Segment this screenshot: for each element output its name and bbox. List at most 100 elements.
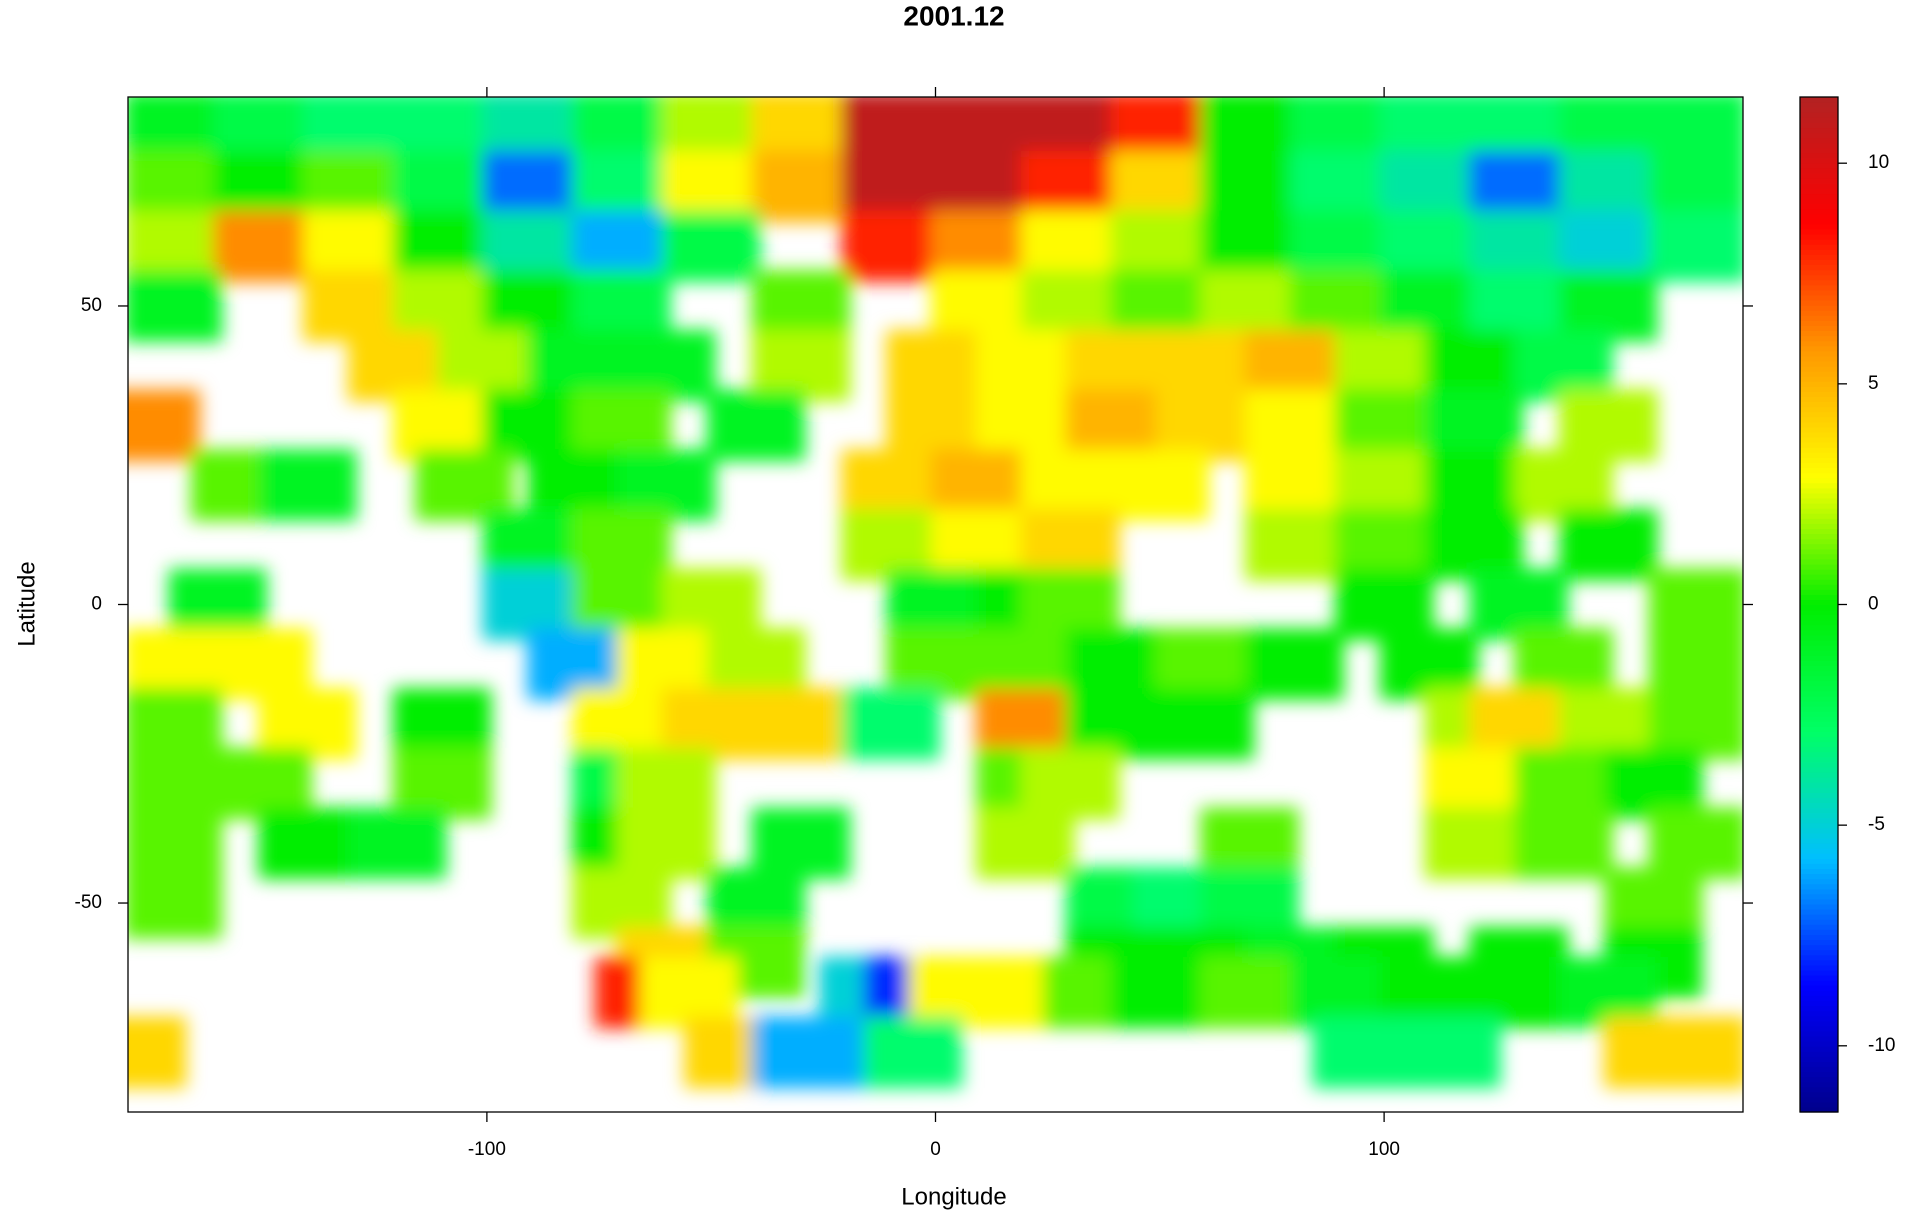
colorbar-step <box>1800 467 1838 474</box>
colorbar-step <box>1800 335 1838 342</box>
colorbar-step <box>1800 1025 1838 1032</box>
colorbar-step <box>1800 330 1838 337</box>
colorbar-step <box>1800 827 1838 834</box>
colorbar-step <box>1800 863 1838 869</box>
cell <box>863 1016 963 1089</box>
colorbar-step <box>1800 690 1838 697</box>
cell <box>128 628 223 701</box>
cell <box>128 1016 187 1089</box>
cell <box>616 628 716 701</box>
colorbar-step <box>1800 579 1838 585</box>
colorbar-step <box>1800 213 1838 220</box>
colorbar-step <box>1800 766 1838 773</box>
cell <box>841 210 940 283</box>
cell <box>975 628 1075 701</box>
colorbar-step <box>1800 924 1838 930</box>
colorbar-step <box>1800 964 1838 971</box>
colorbar-step <box>1800 122 1838 129</box>
colorbar-step <box>1800 995 1838 1001</box>
colorbar-step <box>1800 949 1838 956</box>
cell <box>886 628 985 701</box>
colorbar-step <box>1800 822 1838 829</box>
colorbar-step <box>1800 401 1838 408</box>
colorbar-step <box>1800 1066 1838 1072</box>
x-tick-label: 100 <box>1368 1139 1400 1160</box>
colorbar-step <box>1800 1020 1838 1027</box>
cell <box>953 956 1053 1029</box>
colorbar-step <box>1800 218 1838 225</box>
colorbar-step <box>1800 391 1838 398</box>
colorbar-step <box>1800 777 1838 783</box>
colorbar-step <box>1800 426 1838 433</box>
colorbar-step <box>1800 919 1838 925</box>
cell <box>258 449 357 521</box>
colorbar-step <box>1800 721 1838 727</box>
colorbar-step <box>1800 787 1838 793</box>
colorbar-step <box>1800 487 1838 494</box>
colorbar-step <box>1800 376 1838 382</box>
colorbar-step <box>1800 589 1838 595</box>
colorbar-step <box>1800 934 1838 941</box>
colorbar-tick-label: 10 <box>1868 152 1889 173</box>
cell <box>1155 628 1255 701</box>
colorbar-step <box>1800 797 1838 804</box>
colorbar-step <box>1800 675 1838 682</box>
colorbar-step <box>1800 513 1838 519</box>
colorbar-step <box>1800 903 1838 910</box>
colorbar-step <box>1800 700 1838 707</box>
colorbar-step <box>1800 655 1838 661</box>
colorbar-step <box>1800 112 1838 118</box>
cell <box>1245 508 1344 581</box>
colorbar-step <box>1800 132 1838 139</box>
cell <box>706 389 806 462</box>
colorbar-step <box>1800 437 1838 443</box>
colorbar-step <box>1800 198 1838 205</box>
colorbar-step <box>1800 1040 1838 1047</box>
colorbar-step <box>1800 771 1838 778</box>
colorbar-step <box>1800 548 1838 555</box>
colorbar-step <box>1800 228 1838 235</box>
colorbar-step <box>1800 168 1838 174</box>
colorbar-step <box>1800 959 1838 966</box>
colorbar-step <box>1800 1035 1838 1042</box>
colorbar-step <box>1800 1061 1838 1067</box>
colorbar-step <box>1800 670 1838 677</box>
colorbar-step <box>1800 640 1838 646</box>
cell <box>1424 807 1524 880</box>
colorbar-tick-label: 5 <box>1868 373 1879 394</box>
colorbar-step <box>1800 929 1838 935</box>
colorbar-step <box>1800 381 1838 387</box>
colorbar-step <box>1800 360 1838 367</box>
colorbar-step <box>1800 320 1838 326</box>
colorbar-step <box>1800 1015 1838 1022</box>
cell <box>1110 449 1210 521</box>
colorbar-step <box>1800 594 1838 601</box>
cell <box>128 867 223 939</box>
colorbar-step <box>1800 1091 1838 1098</box>
colorbar-step <box>1800 300 1838 306</box>
colorbar-step <box>1800 157 1838 164</box>
colorbar-step <box>1800 416 1838 423</box>
cell <box>128 270 223 342</box>
colorbar-step <box>1800 152 1838 159</box>
colorbar-step <box>1800 914 1838 920</box>
colorbar-step <box>1800 883 1838 890</box>
y-tick-label: -50 <box>75 892 102 913</box>
colorbar-step <box>1800 731 1838 738</box>
cell <box>661 210 761 283</box>
y-tick-label: 0 <box>91 594 102 615</box>
colorbar-step <box>1800 853 1838 859</box>
colorbar-step <box>1800 609 1838 616</box>
cell <box>258 807 357 880</box>
colorbar-step <box>1800 939 1838 946</box>
colorbar-step <box>1800 431 1838 438</box>
colorbar-step <box>1800 817 1838 824</box>
colorbar-step <box>1800 492 1838 499</box>
colorbar-step <box>1800 858 1838 864</box>
colorbar-step <box>1800 711 1838 717</box>
colorbar-step <box>1800 629 1838 636</box>
colorbar-step <box>1800 1096 1838 1103</box>
colorbar-step <box>1800 142 1838 149</box>
colorbar-step <box>1800 954 1838 961</box>
colorbar-step <box>1800 1106 1838 1113</box>
